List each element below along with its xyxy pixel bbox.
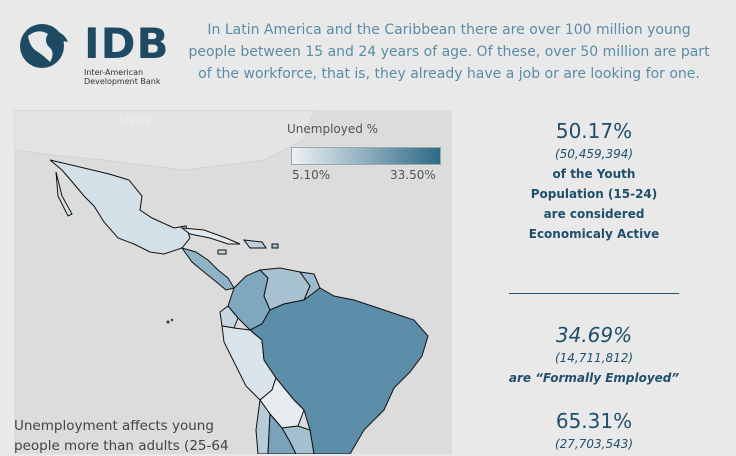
stats-panel: 50.17% (50,459,394) of the Youth Populat… <box>496 118 692 454</box>
stat-active-line2: Population (15-24) <box>530 187 658 201</box>
country-chile[interactable] <box>255 398 271 454</box>
stat-active-count: (50,459,394) <box>554 147 634 161</box>
map-faint-label: States <box>119 116 151 127</box>
stat-active-line4: Economicaly Active <box>528 227 660 241</box>
country-ecuador[interactable] <box>219 305 239 329</box>
stat-active-line1: of the Youth <box>552 167 636 181</box>
logo-subtitle: Inter-American Development Bank <box>84 68 161 86</box>
country-brazil[interactable] <box>249 287 429 454</box>
country-puerto-rico[interactable] <box>271 243 279 249</box>
logo-wordmark: IDB <box>84 19 170 68</box>
idb-logo: IDB Inter-American Development Bank <box>18 20 178 90</box>
stat-active-line3: are considered <box>543 207 645 221</box>
stat-block-active: 50.17% (50,459,394) of the Youth Populat… <box>496 118 692 244</box>
legend-color-ramp <box>291 147 441 165</box>
stat-formal-count: (14,711,812) <box>554 351 634 365</box>
stat-informal-count: (27,703,543) <box>554 437 634 451</box>
country-hispaniola[interactable] <box>242 239 267 249</box>
choropleth-map[interactable]: States <box>14 110 452 454</box>
stat-informal-percent: 65.31% <box>555 409 633 433</box>
stat-formal-label: are “Formally Employed” <box>508 371 680 385</box>
globe-logo-icon <box>20 24 68 68</box>
unemployment-note: Unemployment affects young people more t… <box>14 418 229 454</box>
country-argentina[interactable] <box>267 412 297 454</box>
legend-title: Unemployed % <box>287 122 379 136</box>
stat-formal-percent: 34.69% <box>555 323 633 347</box>
legend-min: 5.10% <box>292 168 331 182</box>
stat-block-formal: 34.69% (14,711,812) are “Formally Employ… <box>496 322 692 388</box>
legend-max: 33.50% <box>390 168 436 182</box>
stat-active-percent: 50.17% <box>555 119 633 143</box>
stats-divider <box>509 293 679 294</box>
country-cuba[interactable] <box>180 227 241 245</box>
stat-block-informal: 65.31% (27,703,543) <box>496 408 692 454</box>
country-jamaica[interactable] <box>217 249 227 255</box>
intro-text: In Latin America and the Caribbean there… <box>188 22 710 82</box>
